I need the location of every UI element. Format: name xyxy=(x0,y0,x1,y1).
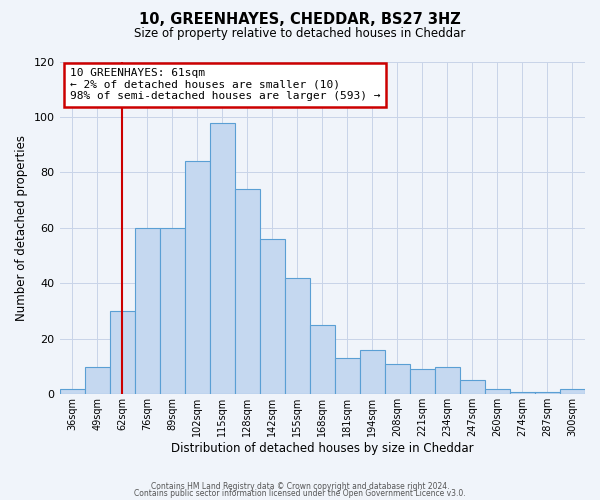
Bar xyxy=(209,122,235,394)
Bar xyxy=(134,228,160,394)
Text: Size of property relative to detached houses in Cheddar: Size of property relative to detached ho… xyxy=(134,28,466,40)
Bar xyxy=(485,388,510,394)
Bar xyxy=(460,380,485,394)
Bar xyxy=(310,325,335,394)
Bar xyxy=(410,370,435,394)
Text: 10, GREENHAYES, CHEDDAR, BS27 3HZ: 10, GREENHAYES, CHEDDAR, BS27 3HZ xyxy=(139,12,461,28)
Text: 10 GREENHAYES: 61sqm
← 2% of detached houses are smaller (10)
98% of semi-detach: 10 GREENHAYES: 61sqm ← 2% of detached ho… xyxy=(70,68,380,102)
Bar xyxy=(59,388,85,394)
Bar xyxy=(85,366,110,394)
Bar xyxy=(560,388,585,394)
X-axis label: Distribution of detached houses by size in Cheddar: Distribution of detached houses by size … xyxy=(171,442,473,455)
Bar xyxy=(185,162,209,394)
Text: Contains public sector information licensed under the Open Government Licence v3: Contains public sector information licen… xyxy=(134,490,466,498)
Bar xyxy=(160,228,185,394)
Bar xyxy=(435,366,460,394)
Bar xyxy=(385,364,410,394)
Bar xyxy=(260,239,285,394)
Y-axis label: Number of detached properties: Number of detached properties xyxy=(15,135,28,321)
Bar xyxy=(535,392,560,394)
Bar xyxy=(510,392,535,394)
Bar xyxy=(335,358,360,395)
Bar xyxy=(110,311,134,394)
Bar xyxy=(285,278,310,394)
Bar xyxy=(360,350,385,395)
Text: Contains HM Land Registry data © Crown copyright and database right 2024.: Contains HM Land Registry data © Crown c… xyxy=(151,482,449,491)
Bar xyxy=(235,189,260,394)
